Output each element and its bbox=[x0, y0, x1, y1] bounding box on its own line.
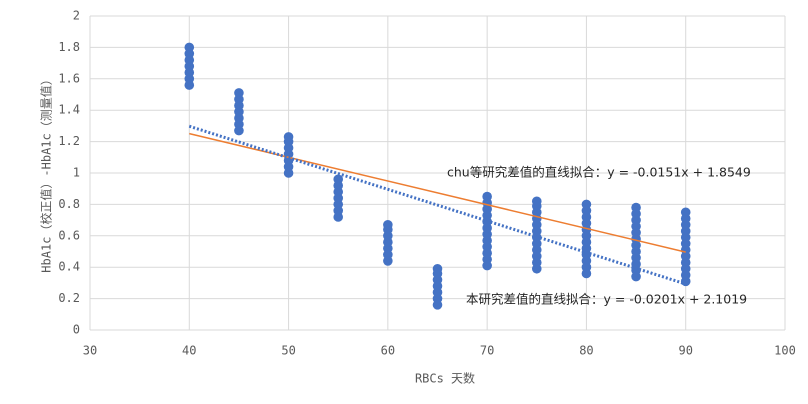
x-tick-label: 40 bbox=[182, 344, 196, 358]
point bbox=[283, 132, 294, 142]
y-tick-label: 0.2 bbox=[58, 291, 80, 305]
y-tick-label: 0.8 bbox=[58, 197, 80, 211]
x-tick-label: 70 bbox=[480, 344, 494, 358]
y-tick-label: 2 bbox=[73, 9, 80, 23]
x-tick-label: 50 bbox=[281, 344, 295, 358]
point bbox=[581, 199, 592, 210]
trendline bbox=[189, 132, 686, 253]
point bbox=[482, 191, 492, 202]
point bbox=[234, 88, 244, 98]
y-tick-label: 1 bbox=[73, 166, 80, 180]
y-axis-title: HbA1c（校正值）-HbA1c（测量值） bbox=[39, 73, 54, 272]
y-tick-label: 0 bbox=[73, 323, 80, 337]
point bbox=[432, 263, 443, 274]
point bbox=[631, 202, 641, 213]
x-axis-title: RBCs 天数 bbox=[415, 371, 475, 386]
x-tick-label: 30 bbox=[83, 344, 97, 358]
y-tick-label: 1.6 bbox=[58, 71, 80, 85]
point bbox=[383, 220, 393, 230]
point bbox=[184, 42, 195, 53]
y-tick-label: 1.2 bbox=[58, 134, 80, 148]
y-tick-label: 1.4 bbox=[58, 103, 80, 117]
x-tick-label: 100 bbox=[774, 344, 796, 358]
trendline-label: 本研究差值的直线拟合：y = -0.0201x + 2.1019 bbox=[466, 292, 747, 307]
y-tick-label: 0.6 bbox=[58, 228, 80, 242]
y-tick-label: 1.8 bbox=[58, 40, 80, 54]
y-tick-label: 0.4 bbox=[58, 260, 80, 274]
x-tick-label: 90 bbox=[678, 344, 692, 358]
point bbox=[333, 174, 344, 185]
trendline-label: chu等研究差值的直线拟合：y = -0.0151x + 1.8549 bbox=[447, 165, 751, 180]
point bbox=[531, 196, 542, 207]
trendline bbox=[188, 124, 687, 286]
x-tick-label: 80 bbox=[579, 344, 593, 358]
point bbox=[680, 207, 691, 218]
x-tick-label: 60 bbox=[381, 344, 395, 358]
